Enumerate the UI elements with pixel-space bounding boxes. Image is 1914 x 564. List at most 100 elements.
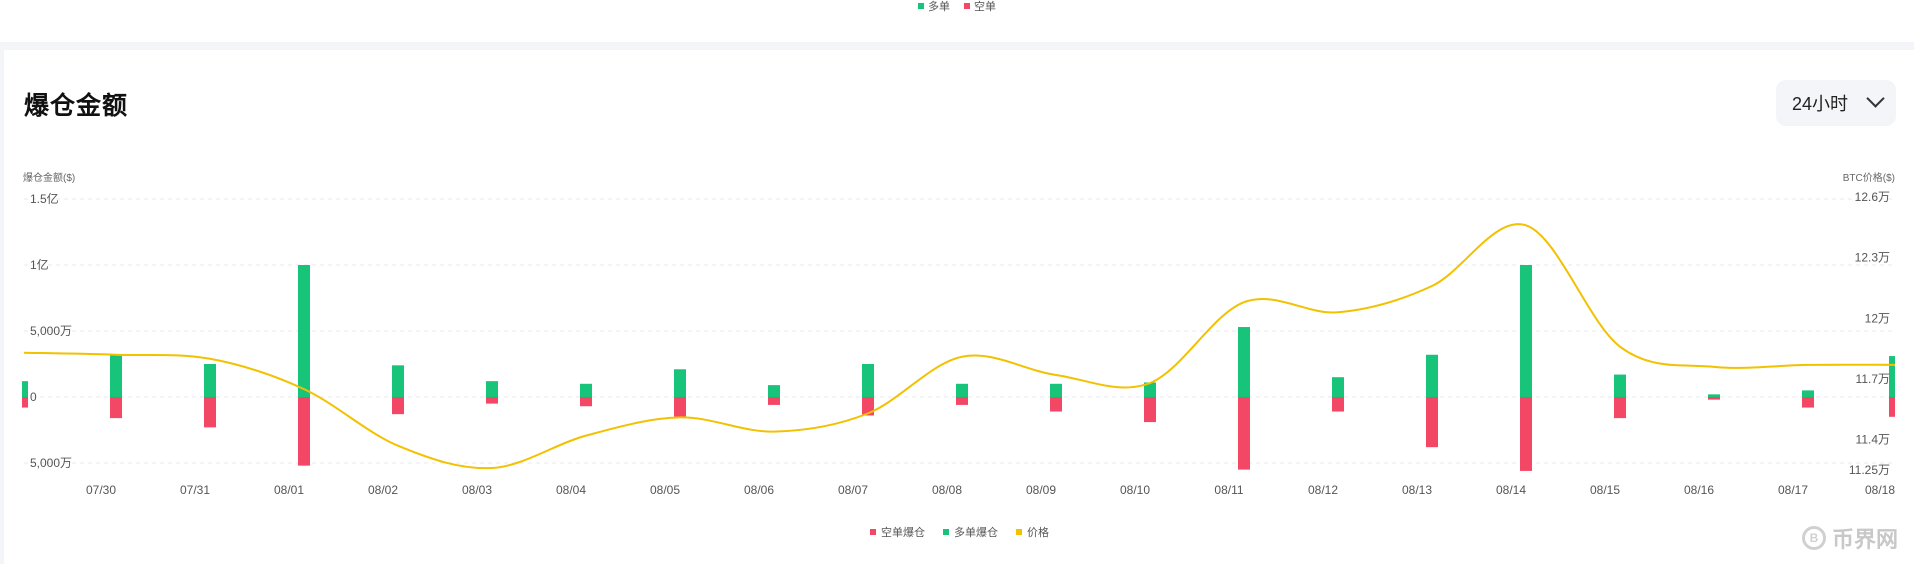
bar-long (580, 383, 592, 397)
x-tick-label: 08/02 (368, 483, 398, 497)
bar-short (1332, 397, 1344, 412)
section-divider (0, 42, 1914, 50)
x-tick-label: 08/08 (932, 483, 962, 497)
x-tick-label: 08/12 (1308, 483, 1338, 497)
x-tick-label: 08/10 (1120, 483, 1150, 497)
chart-legend: 空单爆仓 多单爆仓 价格 (870, 524, 1049, 540)
legend-label-price: 价格 (1027, 527, 1049, 539)
bar-long (768, 385, 780, 397)
bar-long (486, 381, 498, 397)
bar-short (1050, 397, 1062, 412)
liquidation-card (4, 50, 1914, 564)
bar-short (1889, 397, 1895, 417)
bar-long-edge (22, 381, 28, 397)
legend-swatch-short (964, 3, 970, 9)
bar-short (110, 397, 122, 419)
price-line-path (23, 223, 1896, 470)
bar-long (110, 354, 122, 397)
x-tick-label: 08/06 (744, 483, 774, 497)
bar-long (1520, 265, 1532, 397)
legend-swatch-price (1016, 529, 1022, 535)
bar-short (1708, 397, 1720, 400)
time-range-select[interactable]: 24小时 (1776, 80, 1896, 126)
legend-label-short-liq: 空单爆仓 (881, 527, 925, 539)
left-tick-label: 1.5亿 (30, 191, 59, 206)
legend-swatch-long (918, 3, 924, 9)
bar-long (1332, 377, 1344, 397)
bar-series (22, 265, 1895, 471)
bar-long (204, 364, 216, 397)
bar-long (956, 383, 968, 397)
bar-long (298, 265, 310, 397)
left-axis-ticks: 1.5亿 1亿 5,000万 0 5,000万 (30, 191, 72, 470)
bar-short-edge (22, 397, 28, 408)
right-tick-label: 11.25万 (1849, 463, 1890, 477)
bar-short (392, 397, 404, 415)
previous-chart-card: 多单 空单 (0, 0, 1914, 43)
watermark: B 币界网 (1802, 522, 1898, 554)
bar-short (298, 397, 310, 466)
right-axis-title: BTC价格($) (1843, 171, 1895, 184)
time-range-value: 24小时 (1792, 94, 1849, 114)
bar-long (1802, 390, 1814, 397)
previous-chart-legend: 多单 空单 (918, 0, 996, 14)
bar-short (768, 397, 780, 405)
bar-short (580, 397, 592, 407)
legend-swatch-short-liq (870, 529, 876, 535)
bar-short (1614, 397, 1626, 419)
bar-long (1144, 382, 1156, 397)
bar-short (956, 397, 968, 405)
bar-long (1614, 374, 1626, 397)
bar-short (204, 397, 216, 428)
bar-long (862, 364, 874, 397)
bar-short (1144, 397, 1156, 423)
bar-long (1426, 354, 1438, 397)
x-tick-label: 08/18 (1865, 483, 1895, 497)
bar-long (392, 365, 404, 397)
x-tick-label: 08/07 (838, 483, 868, 497)
legend-item-short-liq[interactable]: 空单爆仓 (870, 524, 925, 540)
x-tick-label: 08/01 (274, 483, 304, 497)
bar-long (1708, 394, 1720, 397)
x-tick-label: 08/15 (1590, 483, 1620, 497)
right-tick-label: 12万 (1865, 311, 1890, 325)
left-tick-label: 0 (30, 390, 37, 404)
right-tick-label: 12.6万 (1855, 190, 1890, 204)
bar-short (1426, 397, 1438, 448)
legend-label-long: 多单 (928, 1, 950, 13)
left-edge-strip (0, 0, 4, 564)
bar-short (862, 397, 874, 416)
bar-short (486, 397, 498, 404)
right-axis-ticks: 12.6万 12.3万 12万 11.7万 11.4万 11.25万 (1849, 190, 1890, 477)
x-tick-label: 08/17 (1778, 483, 1808, 497)
left-tick-label: 5,000万 (30, 324, 72, 338)
bar-short (1238, 397, 1250, 470)
legend-item-short[interactable]: 空单 (964, 0, 996, 14)
x-tick-label: 08/16 (1684, 483, 1714, 497)
bar-long (1050, 383, 1062, 397)
right-tick-label: 11.4万 (1856, 433, 1890, 447)
x-axis-ticks: 07/30 07/31 08/01 08/02 08/03 08/04 08/05 08/06… (86, 483, 1895, 497)
bar-long (1889, 356, 1895, 397)
x-tick-label: 07/31 (180, 483, 210, 497)
bar-short (1802, 397, 1814, 408)
left-tick-label: 1亿 (30, 257, 49, 272)
x-tick-label: 08/05 (650, 483, 680, 497)
x-tick-label: 07/30 (86, 483, 116, 497)
right-tick-label: 12.3万 (1855, 251, 1890, 265)
bar-short (674, 397, 686, 417)
x-tick-label: 08/11 (1214, 483, 1243, 497)
x-tick-label: 08/13 (1402, 483, 1432, 497)
bar-short (1520, 397, 1532, 471)
watermark-text: 币界网 (1832, 527, 1899, 552)
section-title: 爆仓金额 (24, 92, 129, 120)
legend-item-long[interactable]: 多单 (918, 0, 950, 14)
x-tick-label: 08/14 (1496, 483, 1526, 497)
left-tick-label: 5,000万 (30, 456, 72, 470)
legend-item-long-liq[interactable]: 多单爆仓 (943, 524, 998, 540)
legend-label-long-liq: 多单爆仓 (954, 527, 998, 539)
coin-b-icon: B (1802, 526, 1826, 550)
legend-item-price[interactable]: 价格 (1016, 524, 1049, 540)
bar-long (1238, 327, 1250, 397)
